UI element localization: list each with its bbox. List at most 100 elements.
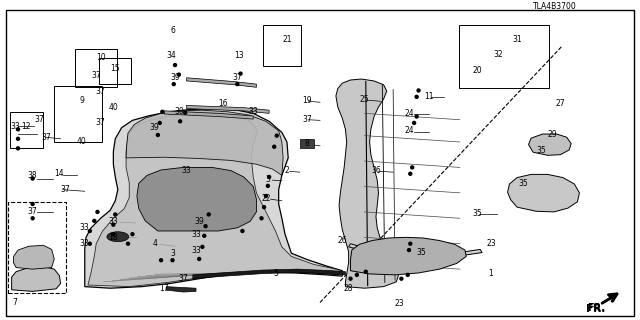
Circle shape (17, 128, 19, 131)
Polygon shape (186, 105, 269, 113)
Circle shape (355, 273, 358, 276)
Circle shape (177, 73, 180, 76)
Text: 36: 36 (371, 166, 381, 175)
Text: 1: 1 (488, 269, 493, 278)
Text: 9: 9 (79, 96, 84, 105)
Circle shape (112, 223, 115, 226)
Text: 37: 37 (92, 71, 101, 80)
Bar (99, 58, 131, 84)
Text: 40: 40 (109, 102, 118, 111)
Text: 33: 33 (182, 166, 191, 175)
Text: 26: 26 (337, 236, 347, 245)
Text: 33: 33 (191, 230, 201, 239)
Text: 8: 8 (305, 139, 310, 148)
Polygon shape (351, 237, 466, 275)
Text: 13: 13 (234, 51, 244, 60)
Circle shape (239, 72, 242, 75)
Text: 15: 15 (111, 64, 120, 73)
Text: 24: 24 (404, 109, 414, 118)
Text: 37: 37 (34, 115, 44, 124)
Circle shape (172, 83, 175, 86)
Text: 20: 20 (473, 66, 483, 75)
Circle shape (409, 242, 412, 245)
Text: 16: 16 (218, 99, 228, 108)
Polygon shape (336, 79, 399, 288)
Ellipse shape (107, 232, 129, 242)
Text: 37: 37 (42, 133, 51, 142)
Text: 25: 25 (360, 95, 369, 104)
Circle shape (415, 115, 418, 118)
Text: 39: 39 (195, 217, 204, 226)
Bar (76, 49, 116, 87)
Circle shape (127, 242, 129, 245)
Text: 12: 12 (22, 122, 31, 131)
Text: 4: 4 (152, 239, 157, 248)
Text: 7: 7 (12, 298, 17, 307)
Circle shape (262, 206, 266, 209)
Text: 3: 3 (266, 175, 270, 184)
Circle shape (159, 259, 163, 262)
Circle shape (260, 217, 263, 220)
Circle shape (400, 277, 403, 280)
Circle shape (17, 147, 19, 150)
Circle shape (201, 245, 204, 248)
Text: FR.: FR. (586, 304, 605, 314)
Circle shape (275, 134, 278, 137)
Text: 37: 37 (27, 207, 37, 216)
Text: 24: 24 (404, 126, 414, 135)
Circle shape (114, 213, 116, 216)
Text: 28: 28 (344, 284, 353, 293)
Text: 38: 38 (27, 171, 36, 180)
Circle shape (31, 217, 34, 220)
Circle shape (96, 211, 99, 213)
Bar (10, 112, 43, 148)
Bar (54, 86, 102, 142)
Circle shape (364, 270, 367, 273)
Circle shape (204, 225, 207, 228)
Text: 22: 22 (261, 194, 271, 203)
Polygon shape (186, 78, 257, 87)
Text: 35: 35 (473, 209, 483, 218)
Circle shape (409, 172, 412, 175)
Circle shape (349, 277, 352, 280)
Text: 39: 39 (150, 123, 159, 132)
Text: 33: 33 (10, 122, 20, 131)
Polygon shape (349, 244, 482, 257)
Bar (8, 202, 66, 293)
Circle shape (273, 145, 276, 148)
Polygon shape (13, 245, 54, 269)
Text: 33: 33 (109, 217, 118, 226)
Text: 32: 32 (493, 50, 503, 59)
Text: 29: 29 (547, 131, 557, 140)
Text: 23: 23 (395, 299, 404, 308)
Bar (459, 25, 549, 88)
Text: 37: 37 (61, 185, 70, 194)
Circle shape (241, 229, 244, 232)
Text: 17: 17 (159, 284, 169, 293)
Bar (300, 139, 314, 148)
Circle shape (203, 234, 206, 237)
Circle shape (413, 121, 415, 124)
Text: 18: 18 (109, 233, 118, 242)
Text: 37: 37 (179, 274, 188, 283)
Circle shape (131, 233, 134, 236)
Circle shape (31, 203, 34, 205)
Circle shape (184, 111, 187, 114)
Text: 19: 19 (303, 96, 312, 105)
Circle shape (93, 219, 96, 222)
Circle shape (171, 259, 174, 262)
Text: 37: 37 (232, 73, 242, 82)
Text: 14: 14 (54, 169, 64, 178)
Text: 31: 31 (512, 35, 522, 44)
Text: 40: 40 (77, 138, 86, 147)
Circle shape (415, 95, 418, 98)
Text: 3: 3 (170, 249, 175, 258)
Text: 10: 10 (96, 53, 106, 62)
Text: 37: 37 (96, 118, 106, 127)
Polygon shape (12, 267, 61, 292)
Text: 2: 2 (285, 166, 289, 175)
Circle shape (411, 166, 413, 169)
Text: 39: 39 (170, 73, 180, 82)
Polygon shape (84, 108, 342, 288)
Text: FR.: FR. (587, 303, 605, 314)
